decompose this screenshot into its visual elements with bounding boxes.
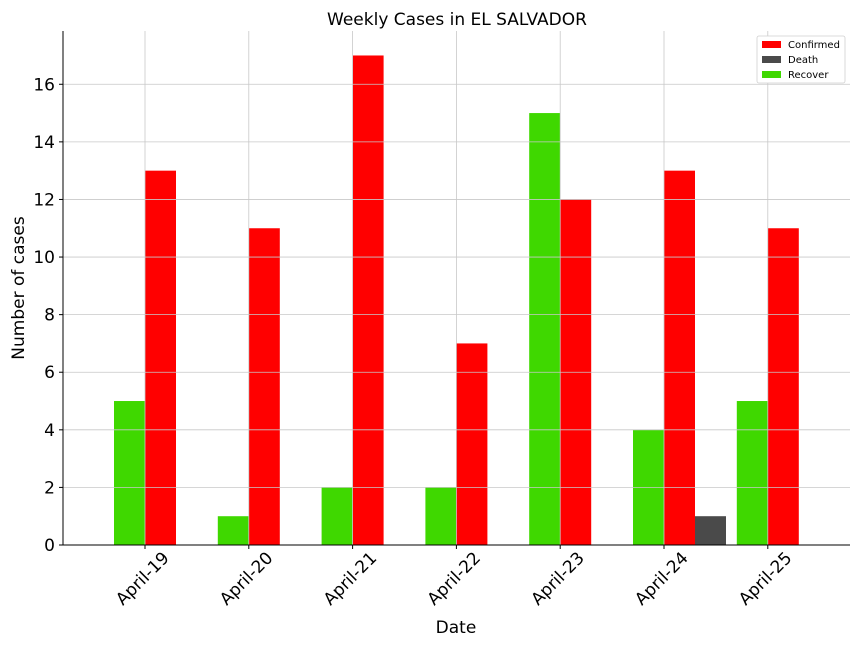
bar-confirmed-april-25 bbox=[767, 228, 799, 545]
legend-swatch-recover bbox=[762, 71, 781, 78]
legend-label-death: Death bbox=[788, 55, 818, 66]
y-axis-label: Number of cases bbox=[9, 216, 29, 360]
x-tick-label: April-23 bbox=[527, 548, 588, 609]
y-tick-label: 8 bbox=[44, 306, 55, 326]
bar-recover-april-25 bbox=[736, 401, 768, 545]
bar-confirmed-april-21 bbox=[352, 55, 384, 545]
y-tick-label: 14 bbox=[33, 133, 55, 153]
x-tick-label: April-21 bbox=[320, 548, 381, 609]
y-tick-label: 4 bbox=[44, 421, 55, 441]
legend-label-recover: Recover bbox=[788, 70, 829, 81]
x-tick-label: April-25 bbox=[735, 548, 796, 609]
legend-swatch-confirmed bbox=[762, 41, 781, 48]
y-tick-label: 6 bbox=[44, 363, 55, 383]
legend: Confirmed Death Recover bbox=[756, 35, 846, 84]
y-tick-label: 12 bbox=[33, 190, 55, 210]
y-tick-label: 2 bbox=[44, 478, 55, 498]
y-tick-label: 16 bbox=[33, 75, 55, 95]
x-tick-label: April-19 bbox=[112, 548, 173, 609]
bar-recover-april-23 bbox=[529, 113, 561, 545]
x-tick-label: April-22 bbox=[424, 548, 485, 609]
bar-recover-april-19 bbox=[114, 401, 145, 545]
bar-recover-april-21 bbox=[321, 487, 353, 545]
bar-death-april-24 bbox=[695, 516, 726, 545]
bar-confirmed-april-22 bbox=[456, 343, 488, 545]
legend-swatch-death bbox=[762, 56, 781, 63]
legend-label-confirmed: Confirmed bbox=[788, 40, 840, 51]
grid-lines bbox=[63, 31, 850, 546]
bar-confirmed-april-24 bbox=[664, 170, 695, 545]
x-tick-label: April-20 bbox=[216, 548, 277, 609]
bar-recover-april-22 bbox=[425, 487, 457, 545]
y-tick-label: 10 bbox=[33, 248, 55, 268]
bar-confirmed-april-19 bbox=[145, 170, 176, 545]
y-tick-label: 0 bbox=[44, 536, 55, 556]
bar-confirmed-april-20 bbox=[248, 228, 280, 545]
chart-title: Weekly Cases in EL SALVADOR bbox=[327, 10, 587, 30]
bars bbox=[114, 55, 799, 545]
x-tick-label: April-24 bbox=[631, 548, 692, 609]
x-axis-label: Date bbox=[436, 618, 477, 638]
bar-recover-april-20 bbox=[217, 516, 249, 545]
